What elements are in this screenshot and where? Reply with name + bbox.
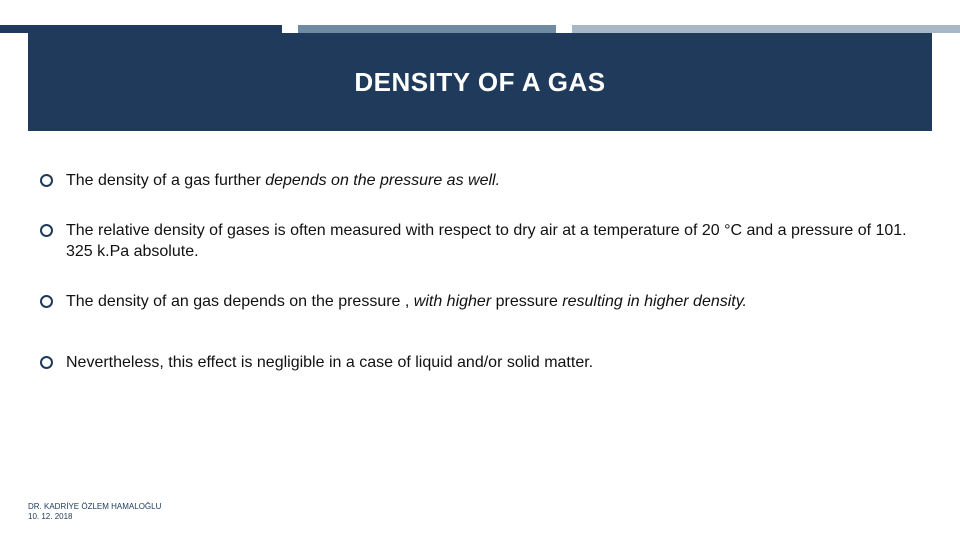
slide: { "accent": { "segments": [ { "color": "… (0, 0, 960, 540)
accent-segment (556, 25, 572, 33)
bullet-text: The relative density of gases is often m… (66, 220, 930, 263)
bullet-text: Nevertheless, this effect is negligible … (66, 352, 593, 374)
accent-segment (0, 25, 282, 33)
bullet-marker-icon (40, 356, 53, 369)
bullet-text: The density of an gas depends on the pre… (66, 291, 747, 313)
footer: DR. KADRİYE ÖZLEM HAMALOĞLU 10. 12. 2018 (28, 502, 161, 522)
bullet-marker-icon (40, 174, 53, 187)
bullet-item: The relative density of gases is often m… (40, 220, 930, 263)
accent-segment (572, 25, 960, 33)
accent-bar (0, 25, 960, 33)
accent-segment (298, 25, 556, 33)
bullet-item: Nevertheless, this effect is negligible … (40, 352, 930, 374)
content-area: The density of a gas further depends on … (40, 170, 930, 402)
footer-author: DR. KADRİYE ÖZLEM HAMALOĞLU (28, 502, 161, 512)
bullet-marker-icon (40, 295, 53, 308)
bullet-marker-icon (40, 224, 53, 237)
accent-segment (282, 25, 298, 33)
slide-title: DENSITY OF A GAS (354, 67, 605, 98)
bullet-item: The density of an gas depends on the pre… (40, 291, 930, 313)
footer-date: 10. 12. 2018 (28, 512, 161, 522)
bullet-item: The density of a gas further depends on … (40, 170, 930, 192)
bullet-text: The density of a gas further depends on … (66, 170, 500, 192)
title-band: DENSITY OF A GAS (28, 33, 932, 131)
